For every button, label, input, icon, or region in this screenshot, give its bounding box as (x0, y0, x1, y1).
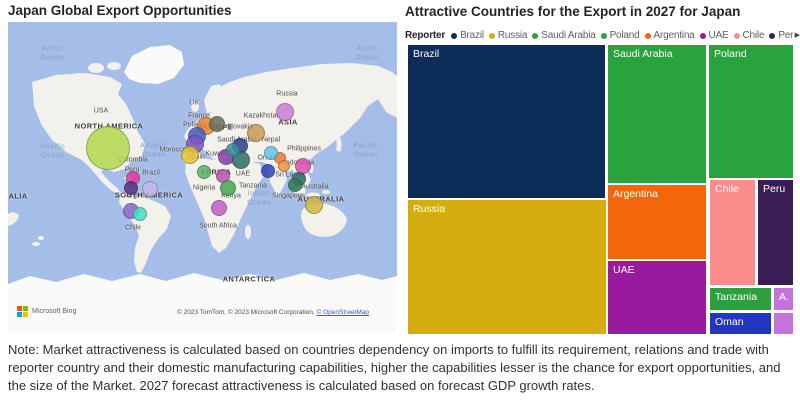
treemap-node-poland[interactable]: Poland (709, 45, 793, 178)
legend-item-peru[interactable]: Peru (769, 30, 794, 41)
legend-label: Argentina (653, 30, 695, 41)
treemap-title: Attractive Countries for the Export in 2… (405, 4, 741, 19)
treemap-node-peru[interactable]: Peru (758, 180, 793, 285)
treemap-node-label: Brazil (413, 48, 440, 60)
legend-label: Russia (497, 30, 528, 41)
treemap-node-label: Chile (715, 183, 739, 195)
map-copyright: © 2023 TomTom, © 2023 Microsoft Corporat… (177, 309, 369, 316)
legend-title: Reporter (405, 30, 446, 41)
legend-item-poland[interactable]: Poland (600, 30, 640, 41)
copyright-text: © 2023 TomTom, © 2023 Microsoft Corporat… (176, 309, 317, 316)
legend-item-chile[interactable]: Chile (733, 30, 765, 41)
treemap-node-label: Oman (715, 316, 744, 328)
legend-dot-icon (699, 32, 706, 39)
microsoft-bing-logo (17, 306, 28, 317)
map-bubble[interactable] (197, 165, 211, 179)
legend-item-argentina[interactable]: Argentina (644, 30, 695, 41)
map-bubble[interactable] (226, 143, 240, 157)
legend-dot-icon (600, 32, 607, 39)
legend-label: Chile (742, 30, 765, 41)
treemap-node-argentina[interactable]: Argentina (608, 185, 706, 259)
map-bubble[interactable] (288, 178, 302, 192)
legend-label: Brazil (460, 30, 484, 41)
bing-provider-label: Microsoft Bing (32, 308, 77, 315)
treemap-node-chile[interactable]: Chile (710, 180, 755, 285)
legend-dot-icon (769, 32, 776, 39)
treemap-node-oman[interactable]: Oman (710, 313, 771, 334)
treemap-node-label: UAE (613, 264, 635, 276)
treemap-node-label: Tanzania (715, 291, 758, 303)
legend-dot-icon (532, 32, 539, 39)
legend-dot-icon (733, 32, 740, 39)
legend-scroll-arrow-icon[interactable]: ▶ (792, 31, 800, 39)
legend-dot-icon (644, 32, 651, 39)
treemap: Brazil Saudi Arabia Poland Russia Argentina U… (408, 45, 793, 334)
map-bubble[interactable] (181, 146, 199, 164)
map-bubble[interactable] (220, 180, 236, 196)
treemap-node-label: Saudi Arabia (613, 48, 673, 60)
treemap-node-node[interactable] (774, 313, 793, 334)
map-attribution: Microsoft Bing (17, 306, 76, 317)
map-bubble[interactable] (133, 207, 147, 221)
map-bubble[interactable] (247, 124, 265, 142)
legend-item-russia[interactable]: Russia (488, 30, 528, 41)
legend-dot-icon (488, 32, 495, 39)
treemap-node-label: Russia (413, 203, 446, 215)
map-bubble[interactable] (124, 181, 138, 195)
treemap-node-tanzania[interactable]: Tanzania (710, 288, 771, 310)
treemap-node-russia[interactable]: Russia (408, 200, 606, 334)
legend-label: Saudi Arabia (541, 30, 596, 41)
legend: Reporter Brazil Russia Saudi Arabia Poland A… (405, 28, 794, 43)
treemap-node-label: A... (779, 291, 790, 303)
map-bubble[interactable] (305, 196, 323, 214)
map-bubble[interactable] (86, 126, 130, 170)
treemap-node-a[interactable]: A... (774, 288, 793, 310)
map-bubble[interactable] (209, 116, 225, 132)
openstreetmap-link[interactable]: © OpenStreetMap (316, 309, 369, 316)
map-title: Japan Global Export Opportunities (8, 3, 232, 18)
treemap-node-brazil[interactable]: Brazil (408, 45, 605, 198)
treemap-node-label: Poland (714, 48, 747, 60)
legend-dot-icon (451, 32, 458, 39)
treemap-node-saudi-arabia[interactable]: Saudi Arabia (608, 45, 706, 183)
legend-item-uae[interactable]: UAE (699, 30, 729, 41)
map-bubble[interactable] (278, 160, 290, 172)
legend-item-saudi-arabia[interactable]: Saudi Arabia (532, 30, 596, 41)
map-bubble[interactable] (276, 103, 294, 121)
legend-item-brazil[interactable]: Brazil (451, 30, 484, 41)
legend-label: Poland (609, 30, 640, 41)
legend-label: UAE (708, 30, 729, 41)
treemap-node-uae[interactable]: UAE (608, 261, 706, 334)
map-bubble[interactable] (261, 164, 275, 178)
legend-label: Peru (778, 30, 794, 41)
export-map[interactable]: Microsoft Bing © 2023 TomTom, © 2023 Mic… (8, 22, 397, 333)
map-bubble[interactable] (142, 181, 158, 197)
footnote: Note: Market attractiveness is calculate… (8, 342, 781, 393)
map-bubble[interactable] (264, 146, 278, 160)
treemap-node-label: Argentina (613, 188, 658, 200)
treemap-node-label: Peru (763, 183, 786, 195)
map-bubble[interactable] (211, 200, 227, 216)
